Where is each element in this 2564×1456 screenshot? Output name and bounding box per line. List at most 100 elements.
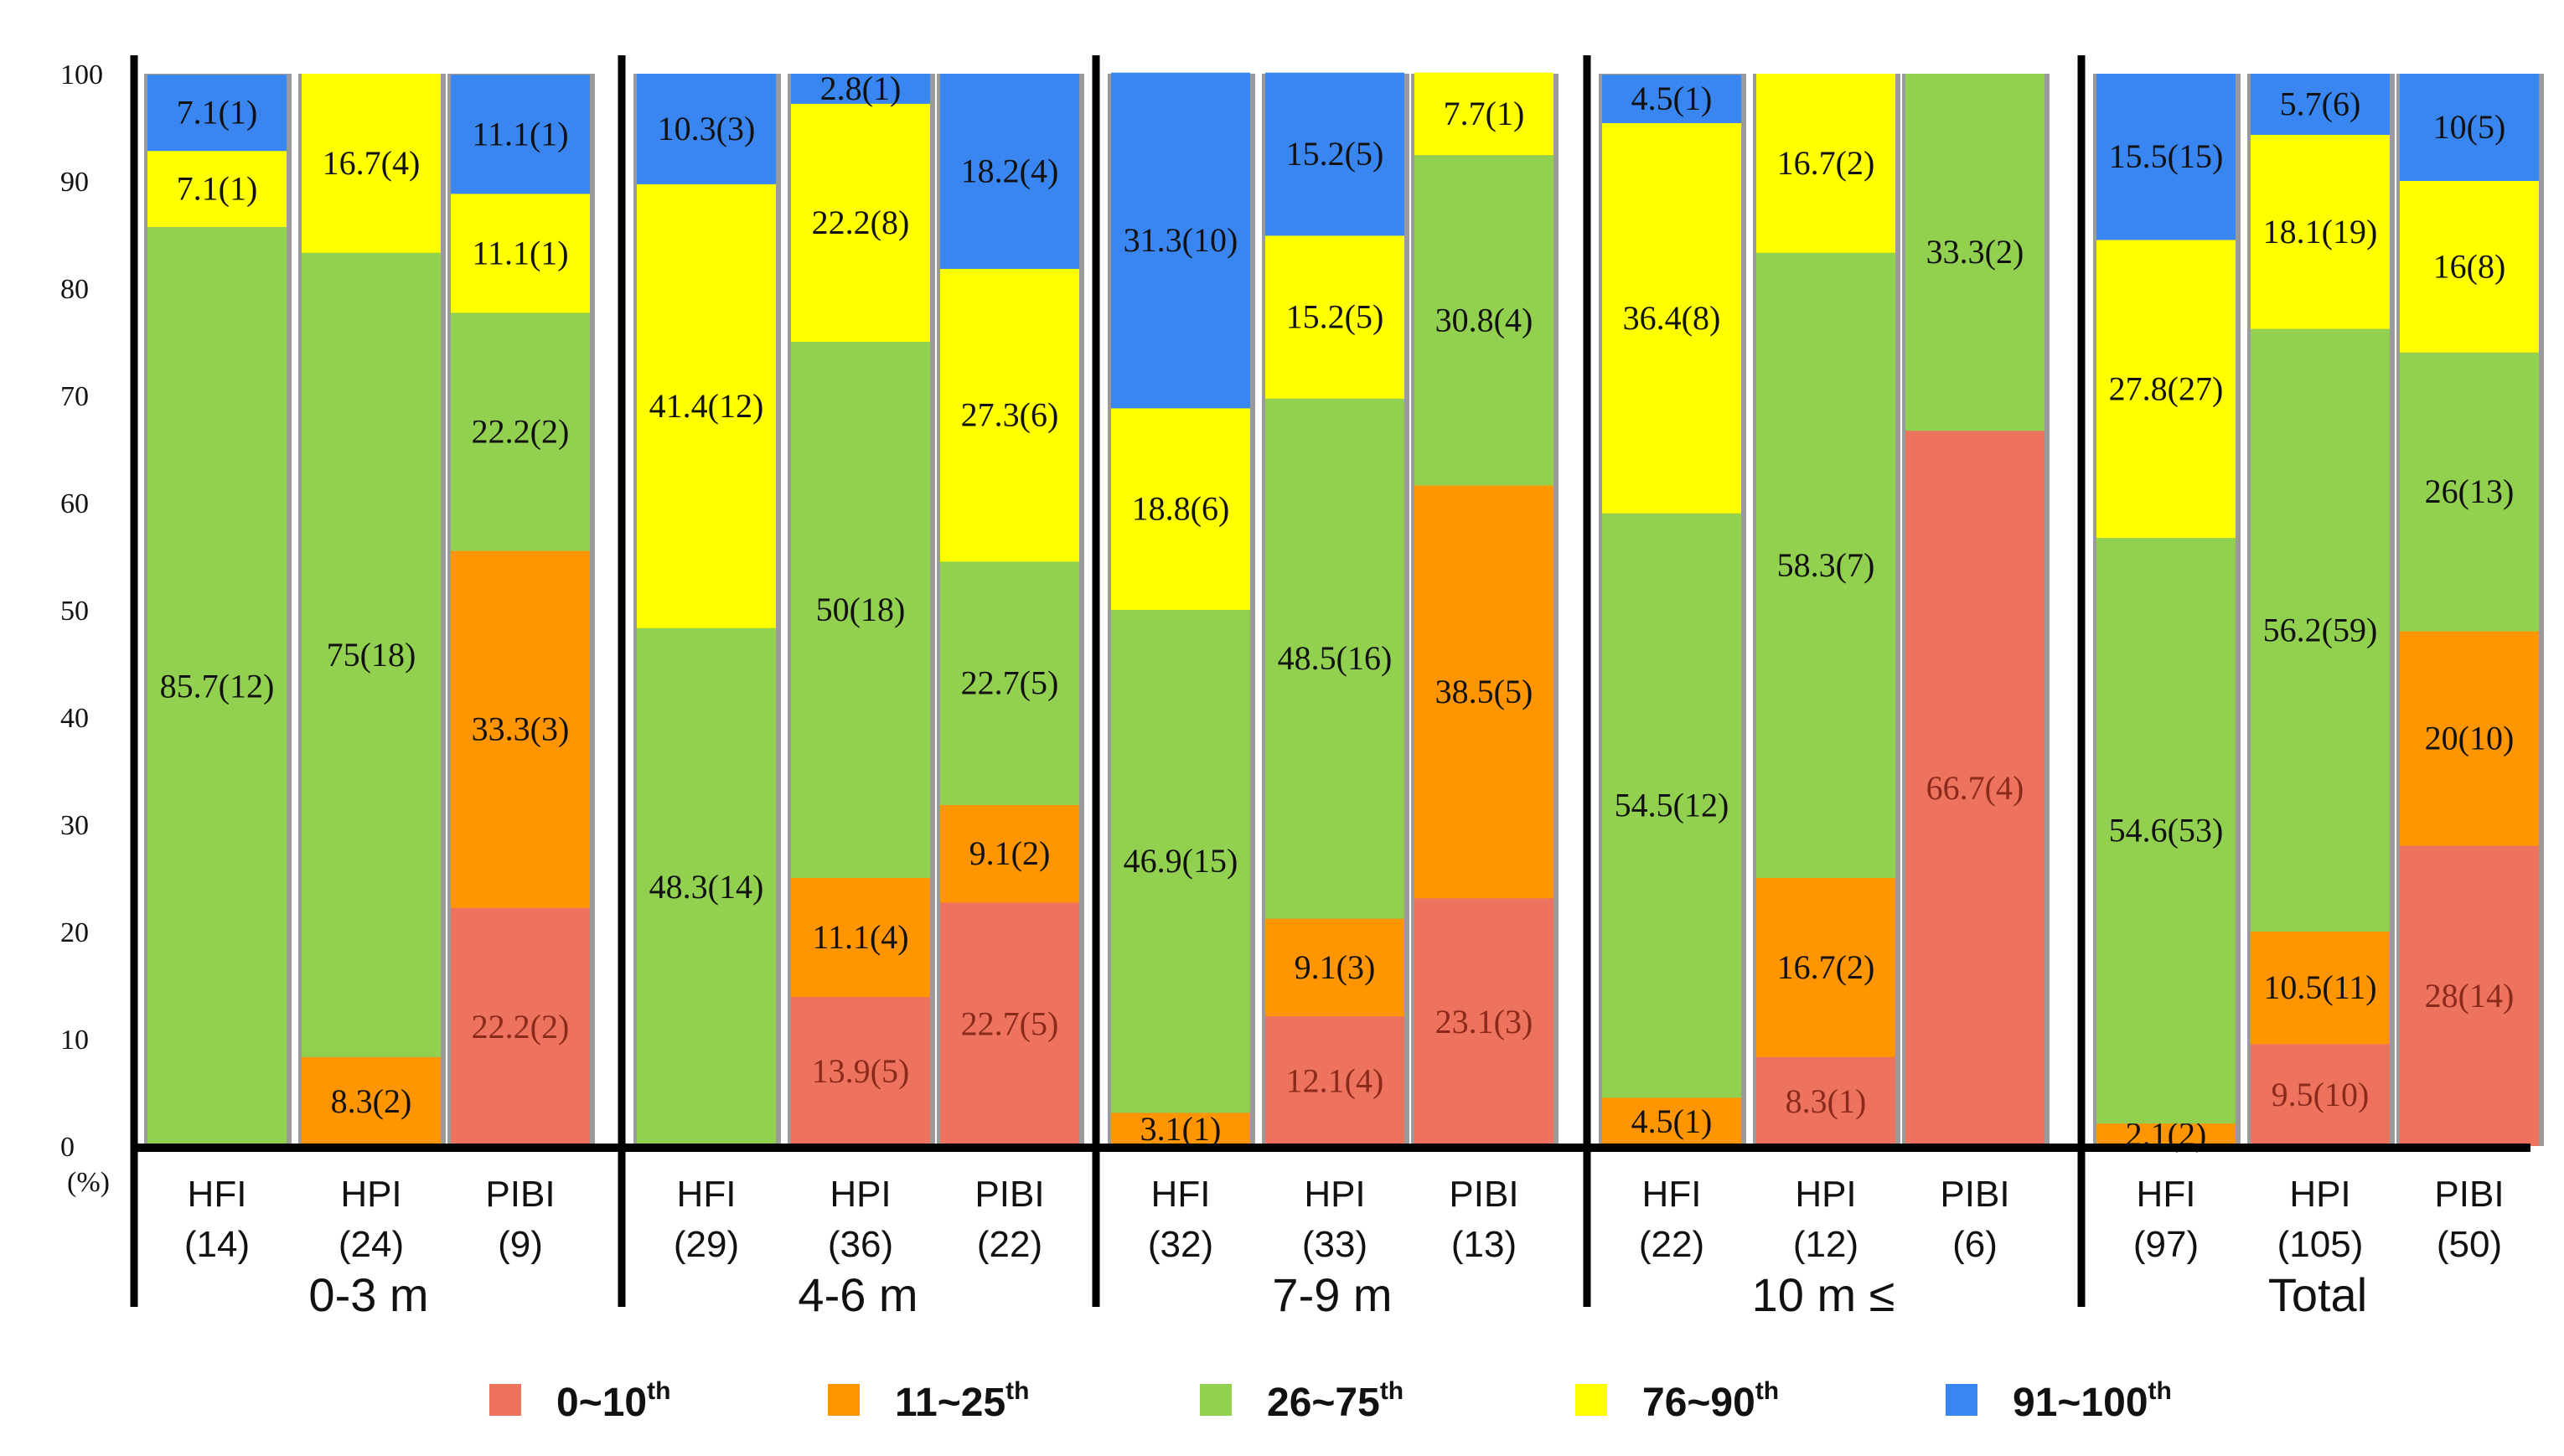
bar-segment: [1265, 918, 1404, 1017]
bar-segment: [791, 878, 930, 998]
x-category-label: HFI: [677, 1174, 737, 1215]
bar-segment: [940, 902, 1079, 1146]
x-category-count: (97): [2133, 1224, 2199, 1265]
bar-segment: [1756, 1056, 1895, 1146]
data-label: 48.5(16): [1278, 639, 1393, 677]
data-label: 10.5(11): [2263, 968, 2376, 1006]
bar-segment: [147, 151, 287, 228]
legend-label-superscript: th: [1005, 1377, 1029, 1405]
y-tick-label: 0: [60, 1132, 75, 1163]
data-label: 33.3(3): [472, 710, 570, 748]
x-category-count: (22): [1639, 1224, 1704, 1265]
legend-item: 11~25th: [828, 1377, 1030, 1425]
x-category-count: (50): [2437, 1224, 2502, 1265]
data-label: 54.5(12): [1615, 787, 1729, 824]
bar-segment: [1265, 398, 1404, 919]
bar-segment: [2251, 134, 2390, 329]
bar-segment: [940, 804, 1079, 903]
x-category-label: HPI: [830, 1174, 891, 1215]
bar-segment: [147, 75, 287, 152]
legend-label-superscript: th: [1380, 1377, 1403, 1405]
y-tick-label: 30: [60, 810, 89, 841]
x-category-count: (14): [184, 1224, 250, 1265]
bar-group: 4.5(1) 54.5(12) 36.4(8) 4.5(1) HFI (22) 8.3(1)…: [1599, 74, 2050, 1321]
bar-segment: [1265, 1016, 1404, 1146]
data-label: 8.3(2): [331, 1082, 412, 1120]
data-label: 27.3(6): [961, 396, 1059, 434]
legend-item: 26~75th: [1200, 1377, 1403, 1425]
bar-segment: [637, 183, 776, 628]
x-category-label: HPI: [340, 1174, 401, 1215]
x-category-count: (22): [977, 1224, 1042, 1265]
data-label: 66.7(4): [1926, 769, 2024, 807]
bar-segment: [2251, 74, 2390, 135]
x-category-count: (13): [1451, 1224, 1517, 1265]
bar-segment: [1414, 72, 1553, 156]
bar-segment: [451, 312, 590, 551]
legend-label: 76~90th: [1642, 1377, 1779, 1425]
legend-swatch: [1946, 1384, 1977, 1416]
data-label: 18.8(6): [1132, 490, 1230, 528]
bar-segment: [1756, 252, 1895, 878]
data-label: 38.5(5): [1435, 673, 1533, 710]
legend-swatch: [1200, 1384, 1232, 1416]
data-label: 18.1(19): [2263, 213, 2378, 250]
x-category-label: HPI: [1304, 1174, 1365, 1215]
data-label: 11.1(1): [472, 234, 568, 271]
bar-group: 48.3(14) 41.4(12) 10.3(3) HFI (29) 13.9(5) 11.…: [633, 70, 1084, 1321]
bar-segment: [451, 907, 590, 1146]
legend-label-text: 26~75: [1267, 1381, 1380, 1425]
x-category-label: HPI: [2289, 1174, 2350, 1215]
y-tick-label: 90: [60, 167, 89, 198]
bar-segment: [791, 342, 930, 878]
bar-segment: [791, 997, 930, 1146]
bar-segment: [940, 561, 1079, 805]
legend-item: 76~90th: [1575, 1377, 1779, 1425]
data-label: 12.1(4): [1286, 1062, 1384, 1100]
x-category-count: (29): [674, 1224, 739, 1265]
data-label: 33.3(2): [1926, 233, 2024, 271]
bar-segment: [791, 74, 930, 104]
data-label: 41.4(12): [649, 387, 764, 425]
data-label: 15.2(5): [1286, 135, 1384, 173]
bar-segment: [1756, 74, 1895, 253]
x-category-count: (6): [1952, 1224, 1998, 1265]
data-label: 26(13): [2425, 472, 2515, 510]
data-label: 5.7(6): [2280, 85, 2361, 122]
x-category-count: (24): [339, 1224, 404, 1265]
x-category-label: HFI: [1151, 1174, 1211, 1215]
data-label: 22.7(5): [961, 664, 1059, 702]
x-category-count: (32): [1148, 1224, 1213, 1265]
bar-segment: [637, 74, 776, 184]
data-label: 7.7(1): [1444, 95, 1525, 132]
bar-segment: [1756, 878, 1895, 1057]
bar-segment: [1602, 122, 1741, 514]
bar-segment: [451, 550, 590, 908]
y-tick-label: 100: [60, 59, 103, 90]
bar-segment: [2400, 631, 2539, 846]
data-label: 10.3(3): [658, 110, 756, 147]
legend-label-text: 0~10: [556, 1381, 647, 1425]
bar-segment: [1602, 1097, 1741, 1146]
x-category-label: PIBI: [485, 1174, 555, 1215]
y-axis-unit-label: (%): [67, 1167, 110, 1198]
legend-swatch: [1575, 1384, 1607, 1416]
data-label: 9.1(3): [1295, 948, 1376, 986]
x-category-label: PIBI: [1940, 1174, 2009, 1215]
group-label: 4-6 m: [798, 1268, 918, 1321]
x-category-count: (12): [1793, 1224, 1858, 1265]
data-label: 20(10): [2425, 720, 2515, 757]
data-label: 16(8): [2433, 247, 2506, 285]
data-label: 22.2(2): [472, 413, 570, 451]
data-label: 85.7(12): [160, 668, 275, 705]
bar-segment: [791, 103, 930, 342]
y-tick-label: 80: [60, 274, 89, 305]
y-tick-label: 20: [60, 917, 89, 948]
legend-label-text: 11~25: [895, 1381, 1005, 1425]
bar-segment: [451, 194, 590, 313]
bar-segment: [2400, 352, 2539, 632]
bar-segment: [1414, 155, 1553, 486]
bars-layer: 85.7(12) 7.1(1) 7.1(1) HFI (14) 8.3(2) 75(18) 1…: [144, 70, 2544, 1321]
bar-segment: [1602, 513, 1741, 1098]
x-category-count: (9): [498, 1224, 543, 1265]
